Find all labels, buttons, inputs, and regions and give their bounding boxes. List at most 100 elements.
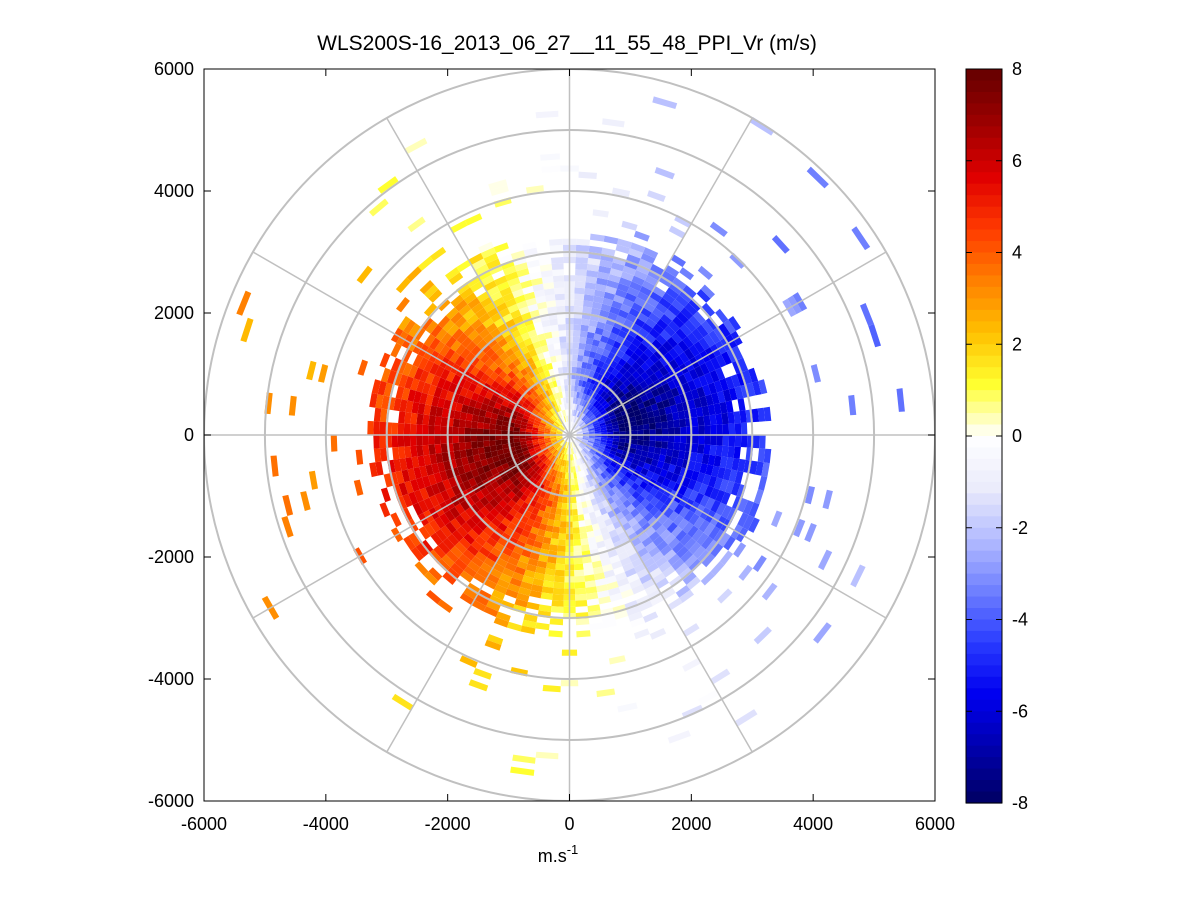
velocity-cell — [593, 566, 604, 575]
velocity-cell — [398, 316, 411, 331]
velocity-cell — [505, 512, 515, 522]
velocity-cell — [600, 558, 612, 567]
velocity-cell — [590, 498, 598, 506]
velocity-cell — [614, 475, 622, 483]
velocity-cell — [473, 385, 483, 395]
velocity-cell — [550, 428, 557, 432]
velocity-cell — [587, 451, 594, 457]
velocity-cell — [624, 402, 632, 410]
velocity-cell — [539, 371, 547, 380]
velocity-cell — [504, 318, 516, 329]
x-axis-label-superscript: -1 — [567, 842, 579, 857]
velocity-cell — [600, 455, 607, 461]
velocity-cell — [687, 525, 699, 538]
velocity-cell — [440, 525, 452, 538]
velocity-cell — [507, 490, 516, 500]
velocity-cell — [656, 540, 669, 552]
velocity-cell — [603, 370, 612, 379]
azimuth-spoke — [386, 117, 571, 436]
velocity-cell — [580, 457, 586, 464]
velocity-cell — [603, 491, 612, 500]
velocity-cell — [462, 397, 471, 407]
velocity-cell — [403, 435, 411, 447]
velocity-cell — [491, 517, 502, 528]
velocity-cell — [493, 366, 503, 376]
velocity-cell — [462, 309, 475, 321]
velocity-cell — [440, 426, 447, 435]
velocity-cell — [579, 458, 584, 465]
velocity-cell — [520, 424, 527, 429]
velocity-cell — [607, 488, 616, 497]
velocity-cell — [520, 478, 528, 486]
velocity-cell — [679, 267, 694, 281]
velocity-cell — [562, 466, 567, 473]
velocity-cell — [655, 524, 667, 536]
velocity-cell — [433, 545, 446, 559]
velocity-cell — [607, 481, 616, 489]
velocity-cell — [423, 497, 434, 510]
velocity-cell — [495, 439, 502, 446]
velocity-cell — [544, 530, 553, 539]
velocity-cell — [437, 558, 451, 572]
velocity-cell — [416, 424, 423, 435]
velocity-cell — [486, 536, 498, 548]
velocity-cell — [728, 316, 741, 331]
velocity-cell — [645, 457, 653, 465]
velocity-cell — [484, 639, 502, 651]
velocity-cell — [472, 524, 484, 536]
velocity-cell — [733, 411, 741, 424]
velocity-cell — [483, 417, 491, 424]
velocity-cell — [608, 274, 621, 283]
x-tick-label: -2000 — [425, 814, 471, 834]
velocity-cell — [637, 402, 646, 410]
velocity-cell — [526, 343, 535, 352]
velocity-cell — [490, 412, 499, 420]
velocity-cell — [474, 500, 485, 511]
velocity-cell — [590, 464, 597, 472]
velocity-cell — [587, 426, 595, 430]
velocity-cell — [425, 394, 434, 406]
velocity-cell — [413, 467, 422, 480]
colorbar-swatch — [966, 149, 1002, 162]
velocity-cell — [651, 520, 663, 532]
colorbar-swatch — [966, 172, 1002, 185]
velocity-cell — [597, 590, 610, 599]
velocity-cell — [584, 381, 591, 389]
velocity-cell — [430, 324, 443, 338]
velocity-cell — [525, 185, 544, 194]
velocity-cell — [603, 402, 610, 410]
velocity-cell — [631, 490, 641, 500]
velocity-cell — [647, 190, 666, 202]
velocity-cell — [441, 408, 450, 418]
velocity-cell — [588, 397, 594, 404]
velocity-cell — [731, 345, 744, 361]
colorbar-swatch — [966, 688, 1002, 701]
velocity-cell — [725, 480, 735, 494]
velocity-cell — [390, 342, 402, 358]
velocity-cell — [572, 466, 577, 473]
velocity-cell — [395, 385, 405, 400]
velocity-cell — [495, 419, 503, 426]
velocity-cell — [574, 281, 586, 289]
velocity-cell — [596, 321, 606, 330]
velocity-cell — [577, 354, 584, 362]
velocity-cell — [526, 442, 534, 448]
velocity-cell — [698, 337, 710, 351]
velocity-cell — [490, 532, 501, 543]
velocity-cell — [523, 247, 538, 257]
velocity-cell — [806, 166, 829, 189]
velocity-cell — [471, 441, 478, 449]
velocity-cell — [748, 502, 760, 518]
velocity-cell — [526, 518, 535, 527]
velocity-cell — [575, 453, 580, 460]
velocity-cell — [600, 375, 608, 384]
velocity-cell — [503, 486, 512, 496]
colorbar-swatch — [966, 195, 1002, 208]
velocity-cell — [493, 332, 505, 343]
velocity-cell — [504, 383, 513, 392]
velocity-cell — [727, 411, 735, 424]
velocity-cell — [539, 490, 547, 499]
velocity-cell — [562, 366, 568, 374]
velocity-cell — [653, 349, 664, 360]
velocity-cell — [474, 594, 489, 607]
